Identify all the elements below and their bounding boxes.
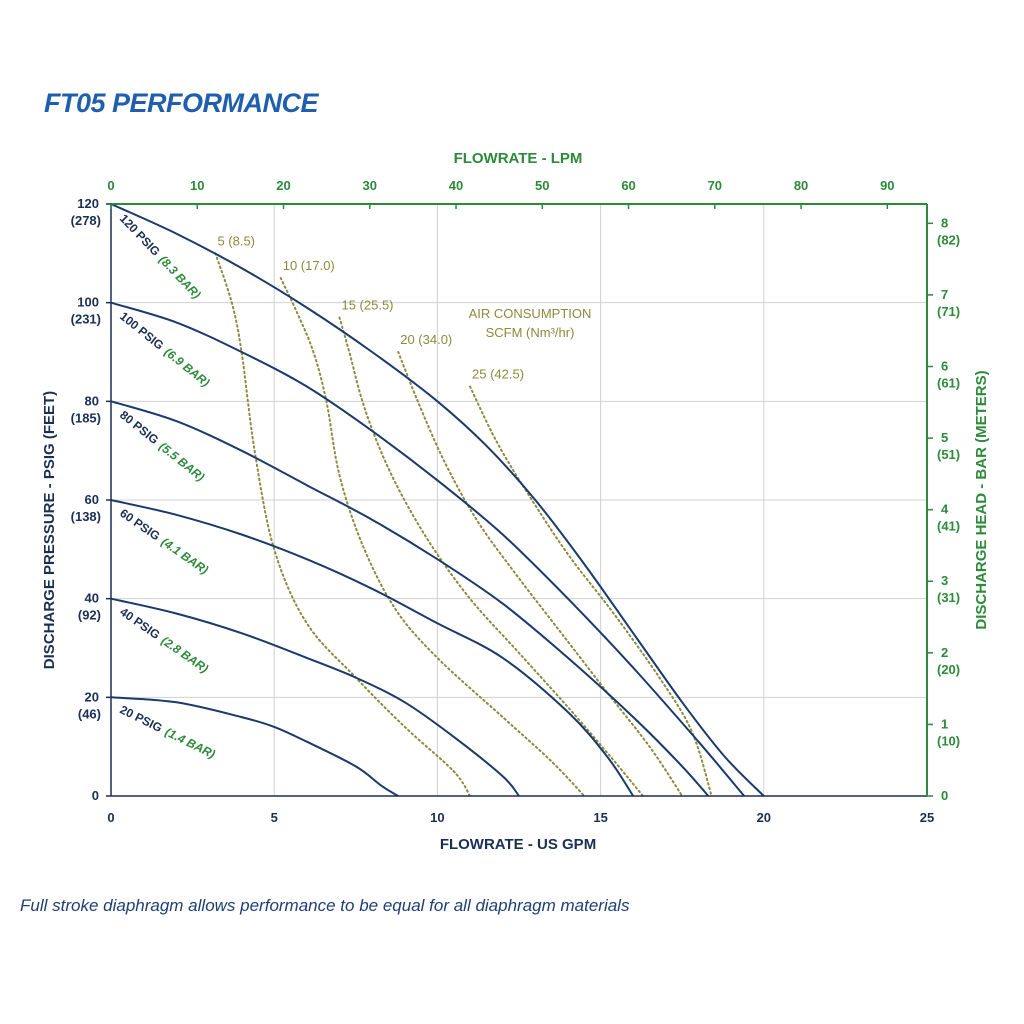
x2-tick-label: 10 [190,178,204,193]
air-consumption-line [469,385,713,797]
tick-labels: 0 5 10 15 20 250 10 20 30 40 50 60 70 80 90020(46)40(9… [71,178,960,825]
y-tick-sublabel: (185) [71,410,101,425]
y2-tick-label: 4 [941,502,949,517]
x-tick-label: 25 [920,810,934,825]
y2-tick-sublabel: (71) [937,304,960,319]
x2-tick-label: 40 [449,178,463,193]
top-axis-title: FLOWRATE - LPM [454,150,583,167]
x2-tick-label: 90 [880,178,894,193]
x-tick-label: 5 [271,810,278,825]
y-tick-sublabel: (231) [71,312,101,327]
x2-tick-label: 20 [276,178,290,193]
x-tick-label: 20 [757,810,771,825]
y-tick-label: 100 [77,295,99,310]
air-consumption-label: 10 (17.0) [283,258,335,273]
y2-tick-label: 3 [941,573,948,588]
footnote: Full stroke diaphragm allows performance… [20,896,630,915]
pressure-curve-label-bar: (2.8 BAR) [159,633,211,675]
y-tick-label: 40 [85,591,99,606]
y2-tick-sublabel: (51) [937,447,960,462]
y2-tick-sublabel: (10) [937,733,960,748]
y2-tick-label: 1 [941,716,948,731]
air-consumption-line [214,252,471,797]
y2-tick-label: 7 [941,287,948,302]
y-tick-sublabel: (138) [71,509,101,524]
air-consumption-curves [214,252,713,797]
pressure-curve-label: 40 PSIG(2.8 BAR) [117,605,211,676]
pressure-curve [110,301,745,797]
y-tick-sublabel: (278) [71,213,101,228]
pressure-curve-label-bar: (4.1 BAR) [159,535,211,577]
y-tick-sublabel: (46) [78,706,101,721]
y2-tick-label: 0 [941,788,948,803]
pressure-curve-label: 80 PSIG(5.5 BAR) [117,408,207,484]
pressure-curve-label-bar: (5.5 BAR) [156,439,207,484]
air-consumption-label: 15 (25.5) [341,297,393,312]
y2-tick-sublabel: (20) [937,662,960,677]
y-tick-label: 80 [85,393,99,408]
pressure-curve-label-psig: 60 PSIG [117,506,162,543]
y2-tick-sublabel: (31) [937,590,960,605]
y-tick-label: 0 [92,788,99,803]
pressure-curve-label: 60 PSIG(4.1 BAR) [117,506,211,577]
right-axis-title: DISCHARGE HEAD - BAR (METERS) [973,370,990,629]
pressure-curves [110,203,765,797]
y-tick-label: 60 [85,492,99,507]
y-tick-sublabel: (92) [78,608,101,623]
page-title: FT05 PERFORMANCE [44,88,319,118]
pressure-curve-label: 100 PSIG(6.9 BAR) [117,309,212,389]
air-consumption-title: AIR CONSUMPTION [469,306,592,321]
x2-tick-label: 80 [794,178,808,193]
pressure-curve-label-bar: (1.4 BAR) [163,725,218,761]
x2-tick-label: 60 [621,178,635,193]
grid [111,204,927,796]
y-tick-label: 20 [85,689,99,704]
pressure-curve-label-bar: (8.3 BAR) [156,253,203,302]
pressure-curve-label-psig: 120 PSIG [117,211,163,258]
x-tick-label: 0 [107,810,114,825]
y2-tick-label: 5 [941,430,948,445]
left-axis-title: DISCHARGE PRESSURE - PSIG (FEET) [41,391,58,669]
pressure-curve-label-psig: 40 PSIG [117,605,162,642]
air-consumption-line [397,351,684,797]
pressure-curve-label-bar: (6.9 BAR) [162,345,213,390]
curve-labels: 5 (8.5) 10 (17.0) 15 (25.5) 20 (34.0) 25 (42… [117,211,524,761]
pressure-curve-label-psig: 20 PSIG [118,702,165,735]
x2-tick-label: 30 [363,178,377,193]
air-consumption-label: 20 (34.0) [400,332,452,347]
pressure-curve [110,597,520,797]
bottom-axis-title: FLOWRATE - US GPM [440,836,596,853]
pressure-curve [110,696,399,797]
pressure-curve [110,400,710,797]
pressure-curve [110,203,765,797]
y2-tick-sublabel: (82) [937,232,960,247]
y2-tick-sublabel: (61) [937,375,960,390]
y2-tick-label: 6 [941,358,948,373]
x2-tick-label: 50 [535,178,549,193]
y-tick-label: 120 [77,196,99,211]
y2-tick-label: 2 [941,645,948,660]
air-consumption-label: 5 (8.5) [217,233,255,248]
pressure-curve-label: 20 PSIG(1.4 BAR) [118,702,218,761]
air-consumption-line [279,277,586,797]
x-tick-label: 15 [593,810,607,825]
x2-tick-label: 0 [107,178,114,193]
air-consumption-line [338,316,644,797]
pressure-curve [110,499,635,797]
air-consumption-units: SCFM (Nm³/hr) [486,325,575,340]
y2-tick-sublabel: (41) [937,519,960,534]
x2-tick-label: 70 [708,178,722,193]
y2-tick-label: 8 [941,215,948,230]
air-consumption-label: 25 (42.5) [472,367,524,382]
x-tick-label: 10 [430,810,444,825]
